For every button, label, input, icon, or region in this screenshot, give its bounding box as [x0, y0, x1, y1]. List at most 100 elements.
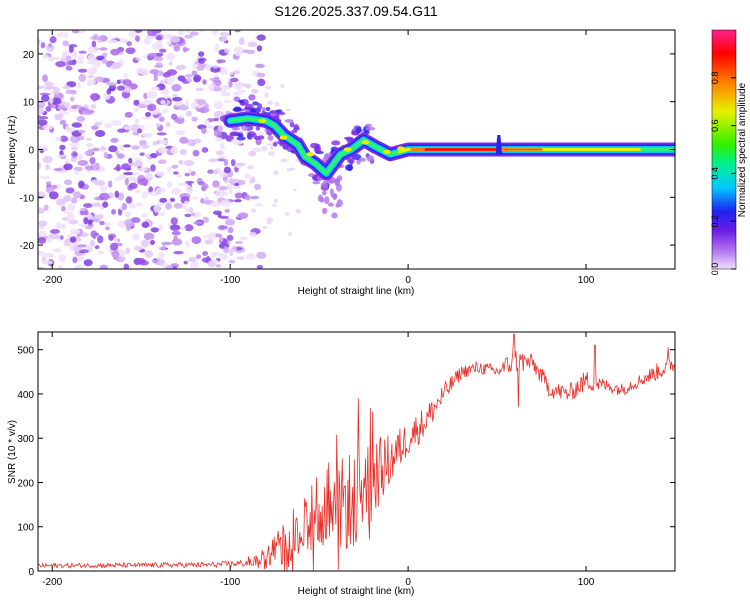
noise-blob: [48, 233, 60, 240]
noise-blob: [38, 191, 46, 197]
noise-blob: [69, 96, 75, 102]
noise-blob: [178, 159, 184, 165]
spectrogram-ytick-label: -10: [20, 193, 35, 204]
noise-blob: [38, 230, 47, 237]
noise-blob: [171, 164, 179, 169]
noise-blob: [59, 144, 66, 151]
noise-blob: [38, 38, 41, 46]
noise-blob: [184, 224, 194, 232]
colorbar-ticks: 0.0 0.2 0.4 0.6 0.8: [710, 72, 736, 276]
noise-blob: [143, 232, 155, 241]
noise-blob: [159, 197, 168, 203]
noise-blob: [52, 248, 62, 253]
noise-blob: [216, 59, 226, 64]
noise-blob: [63, 194, 72, 202]
track-hotspot: [279, 135, 288, 140]
noise-blob: [49, 56, 60, 61]
noise-blob: [256, 45, 263, 52]
noise-blob: [161, 241, 173, 246]
track-halo: [335, 183, 342, 192]
noise-blob: [210, 201, 222, 208]
track-halo: [321, 190, 327, 196]
noise-blob: [151, 259, 157, 263]
track-hotspot: [396, 146, 405, 151]
noise-blob: [167, 180, 173, 188]
noise-blob: [215, 233, 223, 238]
noise-blob: [123, 144, 131, 148]
snr-frame: [37, 331, 676, 572]
track-disturbance: [495, 135, 503, 155]
noise-blob: [191, 116, 198, 122]
noise-blob: [234, 30, 241, 33]
noise-blob: [293, 188, 297, 192]
noise-blob: [53, 167, 64, 172]
track-halo: [236, 136, 246, 141]
noise-blob: [169, 197, 176, 203]
noise-blob: [216, 150, 224, 156]
noise-blob: [123, 172, 134, 176]
noise-blob: [132, 233, 140, 241]
noise-blob: [227, 226, 234, 234]
noise-blob: [220, 67, 229, 76]
noise-blob: [39, 175, 50, 180]
noise-blob: [144, 111, 152, 117]
noise-blob: [150, 86, 160, 91]
noise-blob: [249, 195, 260, 200]
noise-blob: [191, 70, 198, 76]
noise-blob: [90, 35, 101, 41]
noise-blob: [63, 32, 69, 39]
noise-blob: [184, 213, 192, 218]
noise-blob: [244, 83, 252, 89]
track-hotspot: [382, 149, 391, 155]
noise-blob: [68, 128, 75, 132]
noise-blob: [242, 49, 250, 54]
track-halo: [345, 137, 354, 141]
noise-blob: [38, 250, 45, 256]
track-halo: [312, 181, 321, 185]
noise-blob: [99, 264, 109, 269]
noise-blob: [73, 166, 83, 172]
noise-blob: [133, 160, 144, 168]
noise-blob: [68, 142, 80, 147]
noise-blob: [237, 212, 249, 220]
noise-blob: [178, 30, 185, 36]
noise-blob: [213, 169, 219, 175]
noise-blob: [111, 208, 117, 215]
noise-blob: [219, 215, 230, 219]
noise-blob: [223, 191, 229, 196]
track-halo: [331, 212, 338, 219]
noise-blob: [157, 146, 168, 154]
noise-blob: [167, 81, 174, 86]
noise-blob: [93, 122, 101, 126]
noise-blob: [89, 239, 96, 247]
noise-blob: [53, 113, 64, 118]
noise-blob: [38, 119, 48, 126]
noise-blob: [256, 72, 266, 78]
noise-blob: [192, 63, 198, 70]
noise-blob: [253, 183, 262, 191]
noise-blob: [211, 86, 222, 92]
noise-blob: [72, 256, 78, 264]
noise-blob: [111, 250, 120, 258]
noise-blob: [235, 162, 247, 166]
noise-blob: [135, 57, 140, 61]
noise-blob: [212, 259, 219, 264]
snr-panel: -200 -100 0 100 0 100 200 300 400 500 Height of s…: [7, 331, 676, 597]
noise-blob: [114, 190, 120, 198]
noise-blob: [45, 105, 52, 112]
noise-blob: [45, 237, 53, 243]
colorbar-tick-label: 0.0: [710, 263, 720, 276]
noise-blob: [224, 208, 230, 213]
noise-blob: [204, 119, 210, 127]
snr-ytick-label: 100: [17, 523, 34, 534]
noise-blob: [38, 101, 43, 106]
noise-blob: [98, 214, 104, 219]
noise-blob: [183, 159, 195, 167]
noise-blob: [220, 144, 226, 150]
noise-blob: [202, 216, 210, 223]
track-halo: [336, 199, 343, 208]
noise-blob: [223, 166, 231, 174]
noise-blob: [290, 167, 296, 171]
noise-blob: [139, 152, 145, 156]
